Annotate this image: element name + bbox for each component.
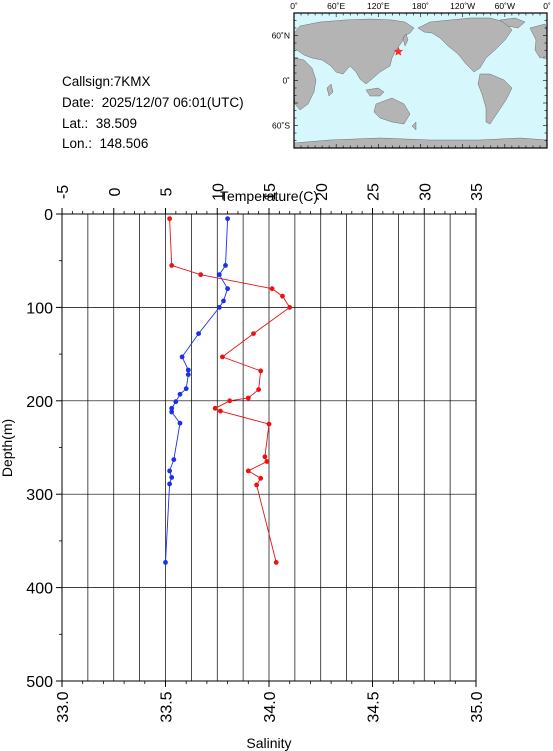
callsign-text: Callsign:7KMX [62, 74, 151, 89]
map-lon-label: 120˚E [367, 1, 390, 11]
salinity-data-point [167, 481, 173, 487]
date-text: Date: 2025/12/07 06:01(UTC) [62, 95, 244, 110]
temperature-tick-label: -5 [55, 185, 72, 199]
depth-tick-label: 100 [26, 300, 53, 317]
salinity-data-point [196, 331, 202, 336]
salinity-data-point [183, 386, 189, 392]
temperature-data-point [212, 405, 218, 411]
temperature-data-point [258, 368, 264, 374]
temperature-tick-label: 5 [159, 187, 176, 196]
salinity-data-point [185, 372, 191, 377]
map-lat-label: 0˚ [282, 76, 290, 86]
temperature-data-point [167, 216, 173, 222]
temperature-data-point [254, 482, 259, 488]
station-marker [393, 46, 404, 56]
salinity-series-line [165, 218, 229, 563]
temperature-tick-label: 10 [210, 183, 227, 201]
salinity-tick-label: 33.0 [55, 691, 72, 722]
salinity-data-point [167, 468, 173, 474]
depth-tick-label: 200 [26, 394, 53, 411]
temperature-tick-label: 35 [469, 183, 486, 201]
temperature-data-point [280, 293, 285, 299]
temperature-data-point [258, 475, 264, 481]
salinity-data-point [177, 391, 183, 397]
map-lon-label: 60˚W [495, 1, 515, 11]
temperature-data-point [256, 387, 261, 392]
depth-tick-label: 400 [26, 581, 53, 598]
salinity-data-point [223, 263, 228, 268]
salinity-data-point [173, 399, 179, 405]
chart-grid [62, 214, 476, 681]
salinity-data-point [177, 420, 183, 426]
temperature-data-point [262, 454, 268, 460]
temperature-tick-label: 15 [262, 183, 279, 201]
salinity-data-point [171, 457, 177, 462]
temperature-data-point [251, 331, 256, 336]
salinity-data-point [225, 286, 231, 292]
temperature-data-point [220, 354, 225, 360]
salinity-data-point [185, 367, 191, 373]
salinity-tick-label: 34.5 [366, 691, 383, 722]
depth-tick-label: 300 [26, 487, 53, 504]
salinity-data-point [221, 298, 226, 304]
salinity-data-point [169, 409, 175, 415]
salinity-data-point [225, 216, 231, 222]
map-lat-label: 60˚N [272, 31, 290, 41]
temperature-tick-label: 30 [417, 183, 434, 201]
map-lat-label: 60˚S [272, 121, 290, 131]
temperature-data-point [287, 305, 293, 310]
temperature-data-point [245, 468, 251, 474]
depth-tick-label: 0 [44, 207, 53, 224]
map-lon-label: 0˚ [290, 1, 298, 11]
temperature-data-point [227, 398, 233, 404]
temperature-data-point [218, 408, 223, 414]
temperature-tick-label: 0 [107, 187, 124, 196]
temperature-tick-label: 25 [366, 183, 383, 201]
salinity-tick-label: 35.0 [469, 691, 486, 722]
salinity-axis-label: Salinity [246, 735, 291, 751]
temperature-tick-label: 20 [314, 183, 331, 201]
lon-text: Lon.: 148.506 [62, 136, 149, 151]
temperature-data-point [269, 286, 275, 292]
temperature-data-point [169, 263, 175, 268]
salinity-data-point [169, 405, 175, 411]
map-labels: 0˚ 60˚E 120˚E 180˚ 120˚W 60˚W 0˚ 60˚N 0˚ 60˚S [272, 1, 551, 131]
chart-series [163, 216, 293, 565]
salinity-data-point [216, 305, 222, 310]
temperature-data-point [264, 459, 270, 464]
temperature-data-point [245, 395, 251, 401]
temperature-data-point [198, 272, 204, 278]
temperature-data-point [266, 421, 272, 427]
salinity-tick-label: 33.5 [159, 691, 176, 722]
salinity-data-point [163, 560, 168, 565]
lat-text: Lat.: 38.509 [62, 116, 138, 131]
depth-axis-label: Depth(m) [0, 419, 15, 477]
map-lon-label: 0˚ [543, 1, 551, 11]
map-lon-label: 60˚E [327, 1, 345, 11]
salinity-data-point [179, 354, 185, 360]
map-lon-label: 120˚W [450, 1, 475, 11]
map-lon-label: 180˚ [412, 1, 429, 11]
salinity-data-point [169, 475, 175, 480]
salinity-tick-label: 34.0 [262, 691, 279, 722]
temperature-data-point [273, 560, 279, 565]
salinity-data-point [216, 272, 222, 278]
temperature-axis-label: Temperature(C) [220, 188, 318, 204]
map-land [293, 17, 548, 149]
depth-tick-label: 500 [26, 674, 53, 691]
map-ticks [293, 12, 548, 149]
